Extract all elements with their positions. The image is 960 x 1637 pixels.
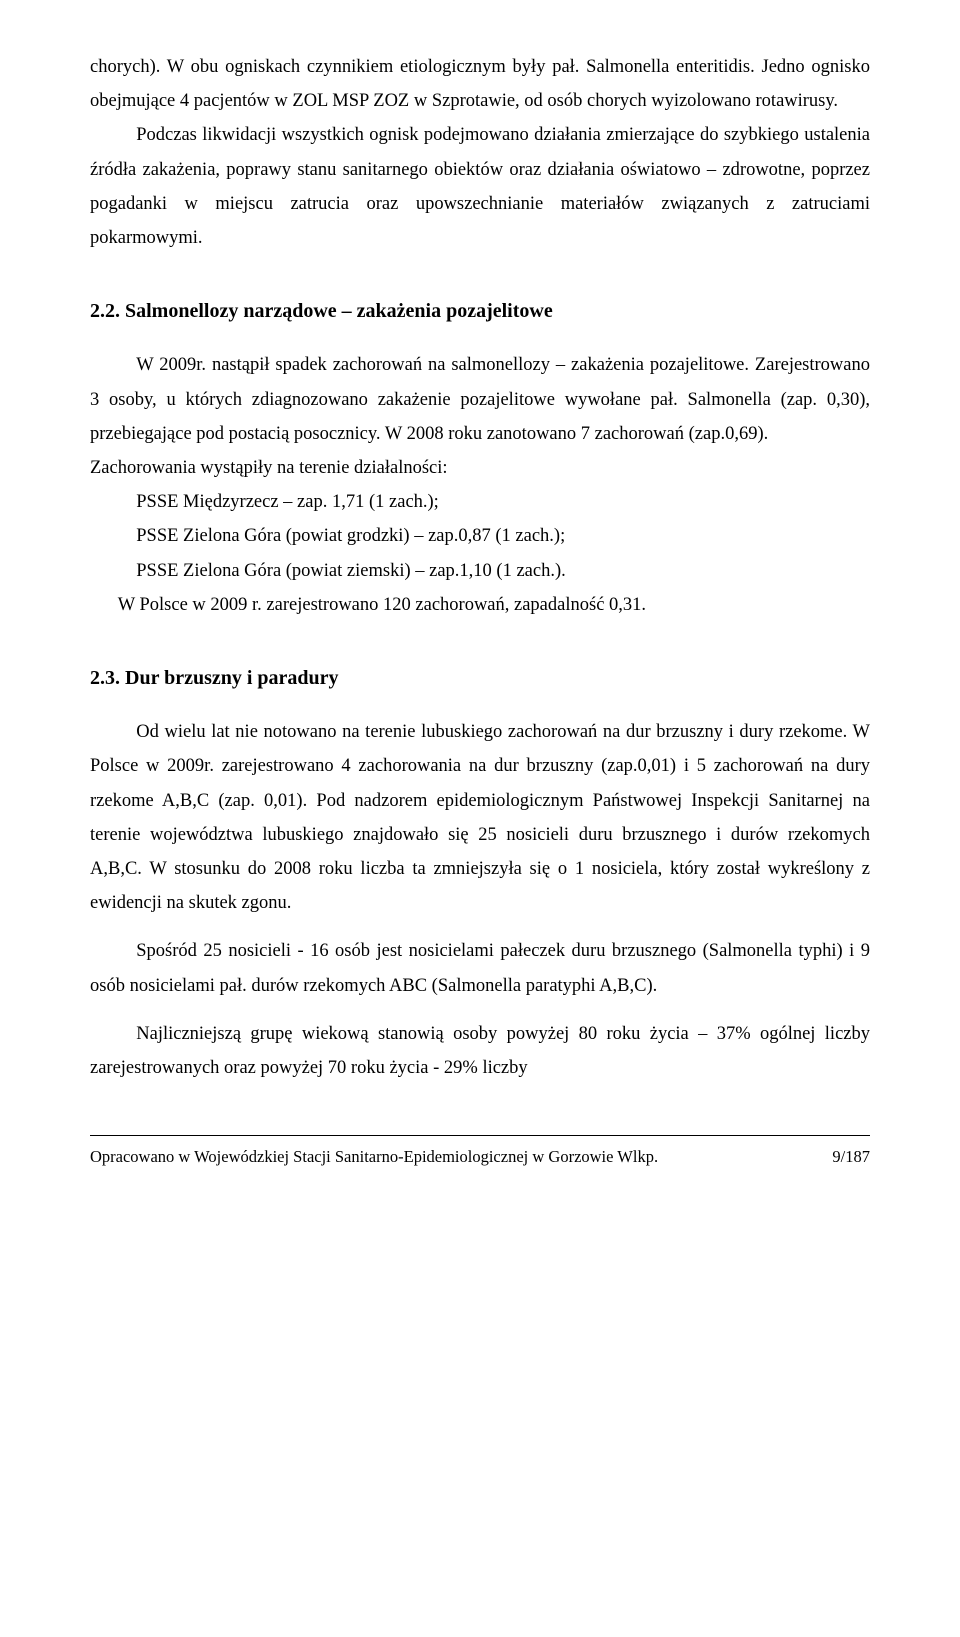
paragraph-body: Zachorowania wystąpiły na terenie działa…	[90, 451, 870, 485]
paragraph-body: W 2009r. nastąpił spadek zachorowań na s…	[90, 348, 870, 451]
section-heading-2-3: 2.3. Dur brzuszny i paradury	[90, 660, 870, 697]
page-number: 9/187	[832, 1142, 870, 1173]
psse-list: PSSE Międzyrzecz – zap. 1,71 (1 zach.); …	[136, 485, 870, 588]
paragraph-body: chorych). W obu ogniskach czynnikiem eti…	[90, 50, 870, 118]
list-item: PSSE Międzyrzecz – zap. 1,71 (1 zach.);	[136, 485, 870, 519]
list-item: PSSE Zielona Góra (powiat ziemski) – zap…	[136, 554, 870, 588]
footer-source: Opracowano w Wojewódzkiej Stacji Sanitar…	[90, 1142, 658, 1173]
paragraph-body: Od wielu lat nie notowano na terenie lub…	[90, 715, 870, 920]
page-footer: Opracowano w Wojewódzkiej Stacji Sanitar…	[90, 1142, 870, 1173]
paragraph-body: W Polsce w 2009 r. zarejestrowano 120 za…	[90, 588, 870, 622]
footer-separator	[90, 1135, 870, 1136]
paragraph-body: Spośród 25 nosicieli - 16 osób jest nosi…	[90, 934, 870, 1002]
list-item: PSSE Zielona Góra (powiat grodzki) – zap…	[136, 519, 870, 553]
paragraph-body: Najliczniejszą grupę wiekową stanowią os…	[90, 1017, 870, 1085]
paragraph-body: Podczas likwidacji wszystkich ognisk pod…	[90, 118, 870, 255]
section-heading-2-2: 2.2. Salmonellozy narządowe – zakażenia …	[90, 293, 870, 330]
